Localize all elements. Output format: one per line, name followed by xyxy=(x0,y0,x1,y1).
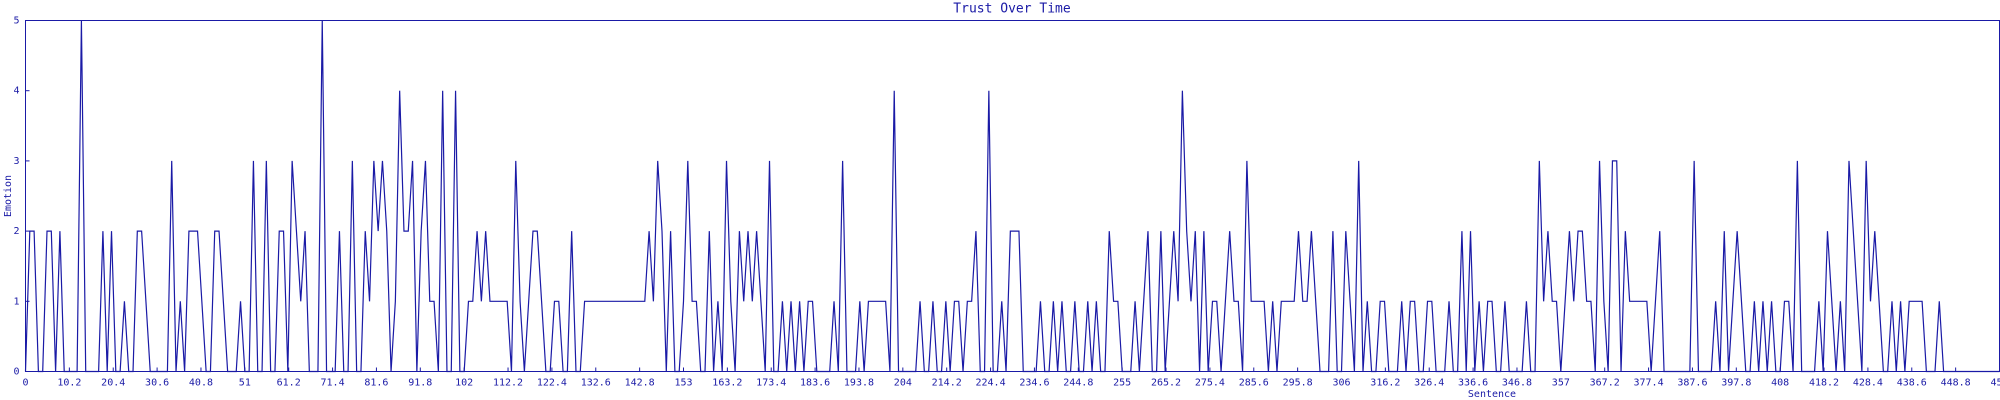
x-tick-label: 132.6 xyxy=(581,378,611,389)
x-tick-label: 193.8 xyxy=(844,378,874,389)
x-tick-label: 448.8 xyxy=(1941,378,1971,389)
x-tick-label: 163.2 xyxy=(712,378,742,389)
x-tick-label: 255 xyxy=(1113,378,1131,389)
x-tick-label: 81.6 xyxy=(364,378,388,389)
x-tick-label: 387.6 xyxy=(1677,378,1707,389)
x-tick-label: 61.2 xyxy=(277,378,301,389)
y-tick-label: 2 xyxy=(13,226,19,237)
x-tick-label: 10.2 xyxy=(57,378,81,389)
x-tick-label: 112.2 xyxy=(493,378,523,389)
x-tick-label: 224.4 xyxy=(976,378,1006,389)
x-tick-label: 357 xyxy=(1552,378,1570,389)
x-tick-label: 244.8 xyxy=(1063,378,1093,389)
y-tick-label: 3 xyxy=(13,156,19,167)
x-tick-label: 122.4 xyxy=(537,378,567,389)
x-tick-label: 397.8 xyxy=(1721,378,1751,389)
x-tick-label: 408 xyxy=(1771,378,1789,389)
x-tick-label: 285.6 xyxy=(1239,378,1269,389)
x-tick-label: 418.2 xyxy=(1809,378,1839,389)
data-line xyxy=(24,20,2000,373)
x-tick-label: 438.6 xyxy=(1897,378,1927,389)
y-axis-label: Emotion xyxy=(3,175,14,217)
x-tick-label: 51 xyxy=(239,378,251,389)
x-tick-label: 153 xyxy=(674,378,692,389)
x-tick-label: 0 xyxy=(22,378,28,389)
x-tick-label: 102 xyxy=(455,378,473,389)
x-tick-label: 428.4 xyxy=(1853,378,1883,389)
x-tick-label: 234.6 xyxy=(1019,378,1049,389)
x-tick-label: 346.8 xyxy=(1502,378,1532,389)
x-tick-label: 204 xyxy=(894,378,912,389)
y-tick-label: 4 xyxy=(13,86,19,97)
x-axis-label: Sentence xyxy=(1468,389,1516,400)
x-tick-label: 214.2 xyxy=(932,378,962,389)
y-tick-label: 5 xyxy=(13,16,19,27)
x-tick-label: 142.8 xyxy=(625,378,655,389)
x-tick-label: 316.2 xyxy=(1370,378,1400,389)
x-tick-label: 20.4 xyxy=(101,378,125,389)
x-tick-label: 71.4 xyxy=(321,378,345,389)
x-tick-label: 40.8 xyxy=(189,378,213,389)
x-tick-label: 459 xyxy=(1990,378,2000,389)
x-tick-label: 326.4 xyxy=(1414,378,1444,389)
x-tick-label: 367.2 xyxy=(1590,378,1620,389)
x-tick-label: 336.6 xyxy=(1458,378,1488,389)
x-tick-label: 275.4 xyxy=(1195,378,1225,389)
x-tick-label: 306 xyxy=(1332,378,1350,389)
x-tick-label: 91.8 xyxy=(408,378,432,389)
y-tick-label: 0 xyxy=(13,367,19,378)
x-tick-label: 173.4 xyxy=(756,378,786,389)
x-tick-label: 30.6 xyxy=(145,378,169,389)
y-tick-label: 1 xyxy=(13,296,19,307)
chart-title: Trust Over Time xyxy=(953,2,1071,17)
x-tick-label: 377.4 xyxy=(1634,378,1664,389)
x-tick-label: 265.2 xyxy=(1151,378,1181,389)
x-tick-label: 183.6 xyxy=(800,378,830,389)
x-tick-label: 295.8 xyxy=(1283,378,1313,389)
